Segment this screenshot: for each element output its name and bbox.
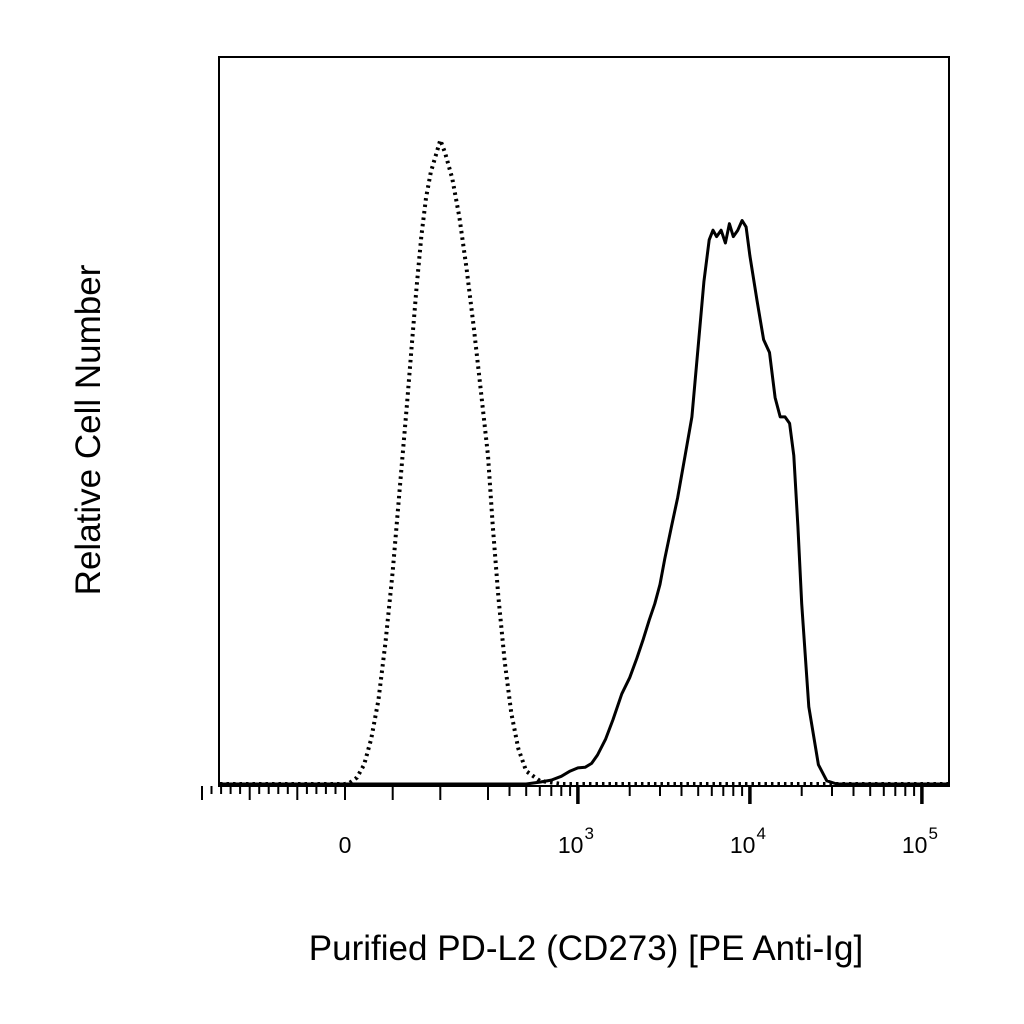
plot-frame	[218, 56, 950, 787]
x-axis-title: Purified PD-L2 (CD273) [PE Anti-Ig]	[309, 929, 863, 968]
series-line-solid	[220, 219, 948, 786]
plot-frame-group	[218, 56, 950, 787]
x-tick-label: 105	[902, 824, 938, 858]
x-tick-label: 104	[730, 824, 766, 858]
series-line-dotted	[220, 138, 948, 786]
x-tick-label: 103	[558, 824, 594, 858]
x-tick-label: 0	[339, 832, 352, 858]
x-axis-ticks	[201, 786, 924, 804]
x-tick-labels: 0 103 104 105	[339, 824, 938, 858]
series-group	[220, 138, 948, 786]
y-axis-title: Relative Cell Number	[69, 264, 108, 595]
